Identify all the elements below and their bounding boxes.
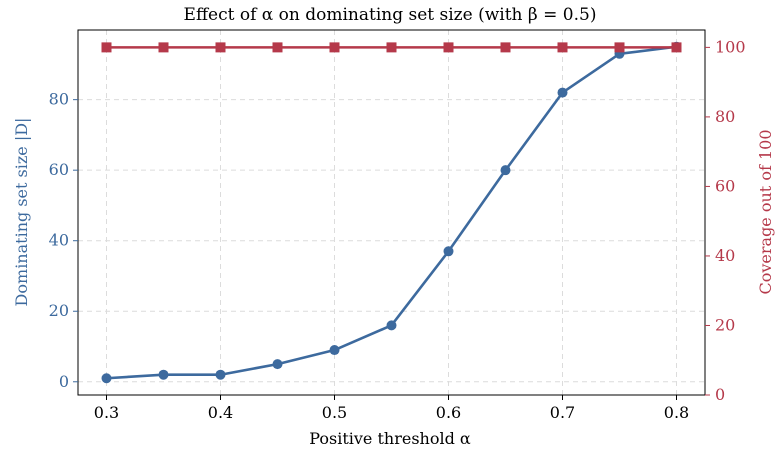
data-point-square bbox=[158, 42, 169, 53]
data-point-circle bbox=[158, 369, 169, 380]
data-point-square bbox=[443, 42, 454, 53]
data-point-square bbox=[614, 42, 625, 53]
left-tick-label: 80 bbox=[49, 90, 69, 109]
x-tick-label: 0.3 bbox=[94, 403, 119, 422]
data-point-square bbox=[557, 42, 568, 53]
chart-title: Effect of α on dominating set size (with… bbox=[184, 5, 597, 25]
x-axis-label: Positive threshold α bbox=[309, 429, 471, 448]
data-point-circle bbox=[329, 345, 340, 356]
y-axis-label-right: Coverage out of 100 bbox=[756, 130, 775, 295]
data-point-circle bbox=[101, 373, 112, 384]
left-tick-label: 20 bbox=[49, 301, 69, 320]
data-point-circle bbox=[443, 246, 454, 257]
data-point-square bbox=[500, 42, 511, 53]
left-tick-label: 40 bbox=[49, 231, 69, 250]
series-layer bbox=[101, 41, 682, 384]
x-tick-label: 0.6 bbox=[436, 403, 461, 422]
x-tick-label: 0.5 bbox=[322, 403, 347, 422]
right-tick-label: 100 bbox=[715, 37, 746, 56]
left-tick-label: 0 bbox=[59, 372, 69, 391]
data-point-circle bbox=[272, 359, 283, 370]
data-point-circle bbox=[386, 320, 397, 331]
data-point-square bbox=[329, 42, 340, 53]
plot-frame bbox=[77, 29, 706, 396]
x-tick-label: 0.4 bbox=[208, 403, 233, 422]
right-tick-label: 0 bbox=[715, 385, 725, 404]
grid bbox=[78, 30, 705, 395]
data-point-square bbox=[272, 42, 283, 53]
right-tick-label: 60 bbox=[715, 176, 735, 195]
data-point-circle bbox=[215, 369, 226, 380]
data-point-circle bbox=[500, 165, 511, 176]
data-point-square bbox=[215, 42, 226, 53]
axes: 0.3 0.4 0.5 0.6 0.7 0.8 0 20 40 60 80 0 20 40 60 80 100 bbox=[49, 37, 746, 422]
y-axis-label-left: Dominating set size |D| bbox=[12, 118, 31, 307]
x-tick-label: 0.8 bbox=[664, 403, 689, 422]
data-point-square bbox=[671, 42, 682, 53]
left-tick-label: 60 bbox=[49, 160, 69, 179]
right-tick-label: 20 bbox=[715, 315, 735, 334]
data-point-square bbox=[101, 42, 112, 53]
data-point-circle bbox=[557, 87, 568, 98]
data-point-square bbox=[386, 42, 397, 53]
right-tick-label: 80 bbox=[715, 107, 735, 126]
right-tick-label: 40 bbox=[715, 246, 735, 265]
x-tick-label: 0.7 bbox=[550, 403, 575, 422]
